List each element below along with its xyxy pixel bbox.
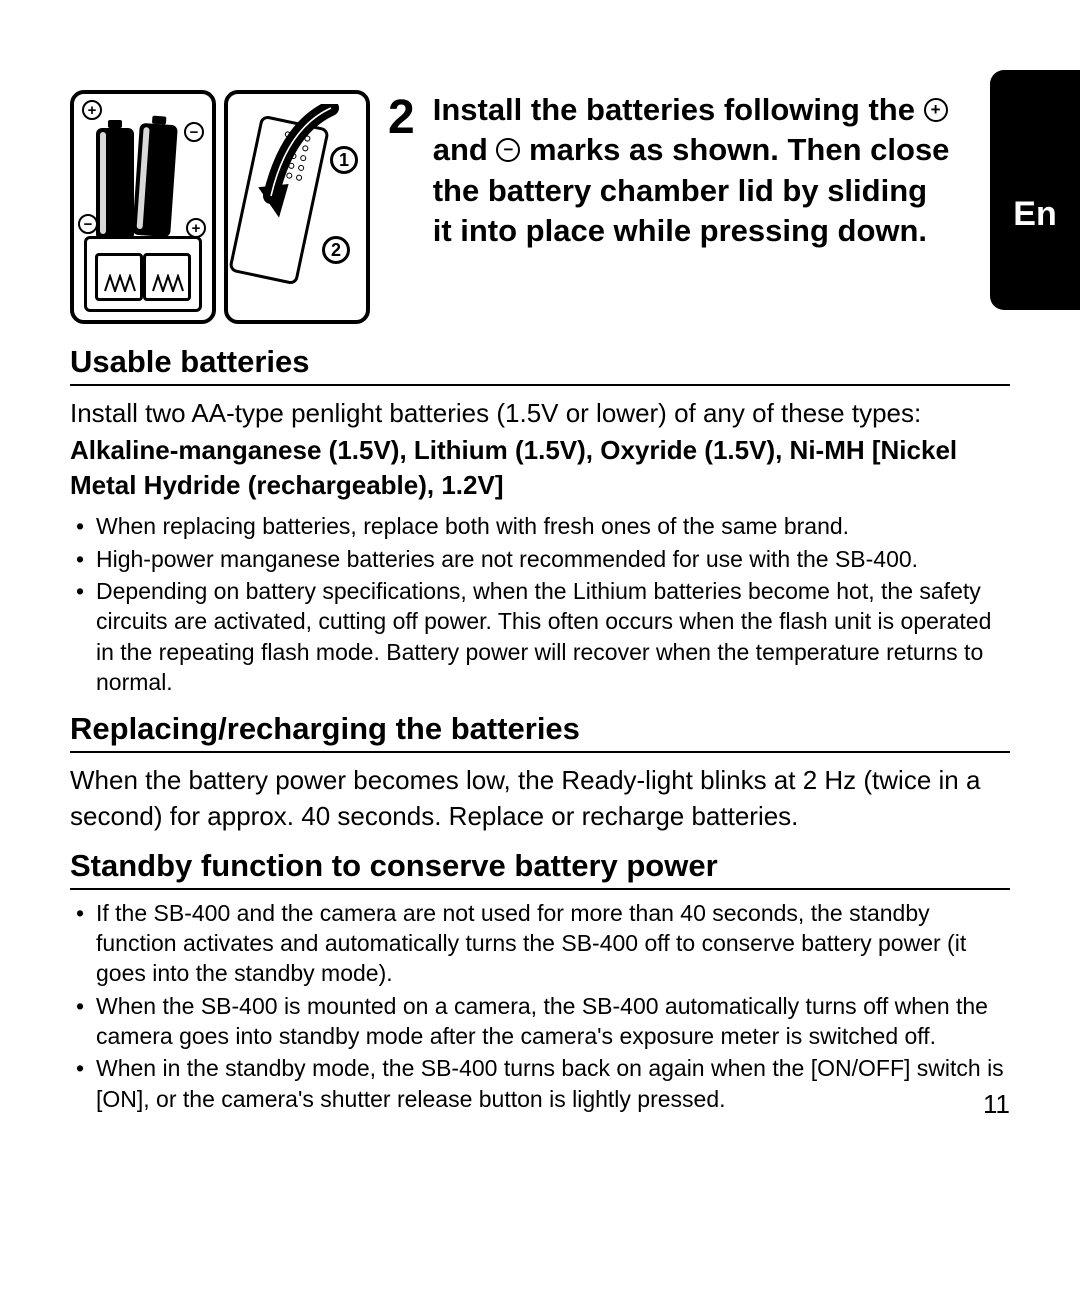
diagram-close-lid: 1 2 [224, 90, 370, 324]
standby-bullets: If the SB-400 and the camera are not use… [70, 898, 1010, 1115]
section-heading-standby: Standby function to conserve battery pow… [70, 848, 1010, 890]
page-number: 11 [983, 1089, 1010, 1120]
usable-types: Alkaline-manganese (1.5V), Lithium (1.5V… [70, 433, 1010, 503]
battery-illustration [132, 123, 178, 237]
list-item: When the SB-400 is mounted on a camera, … [70, 991, 1010, 1052]
diagram-insert-batteries: + − − + [70, 90, 216, 324]
list-item: When in the standby mode, the SB-400 tur… [70, 1053, 1010, 1114]
step-number: 2 [388, 94, 415, 142]
step-instruction: Install the batteries following the + an… [433, 90, 953, 251]
list-item: Depending on battery specifications, whe… [70, 576, 1010, 697]
step-marker-1: 1 [330, 146, 358, 174]
step-text-part: and [433, 132, 497, 167]
polarity-plus-icon: + [82, 100, 102, 120]
polarity-minus-icon: − [184, 122, 204, 142]
step2-diagrams: + − − + [70, 90, 370, 324]
language-label: En [1013, 195, 1056, 234]
usable-intro: Install two AA-type penlight batteries (… [70, 396, 1010, 431]
step-marker-2: 2 [322, 236, 350, 264]
list-item: When replacing batteries, replace both w… [70, 511, 1010, 541]
list-item: If the SB-400 and the camera are not use… [70, 898, 1010, 989]
minus-mark-icon: − [496, 138, 520, 162]
section-heading-usable-batteries: Usable batteries [70, 344, 1010, 386]
step-text-part: Install the batteries following the [433, 92, 924, 127]
polarity-plus-icon: + [186, 218, 206, 238]
usable-bullets: When replacing batteries, replace both w… [70, 511, 1010, 697]
list-item: High-power manganese batteries are not r… [70, 544, 1010, 574]
step-2-row: + − − + [70, 90, 1010, 324]
battery-illustration [96, 128, 134, 240]
battery-compartment-illustration [84, 236, 202, 312]
plus-mark-icon: + [924, 98, 948, 122]
manual-page: En + − − + [0, 0, 1080, 1166]
section-heading-replacing: Replacing/recharging the batteries [70, 711, 1010, 753]
language-tab: En [990, 70, 1080, 310]
polarity-minus-icon: − [78, 214, 98, 234]
replacing-body: When the battery power becomes low, the … [70, 763, 1010, 833]
